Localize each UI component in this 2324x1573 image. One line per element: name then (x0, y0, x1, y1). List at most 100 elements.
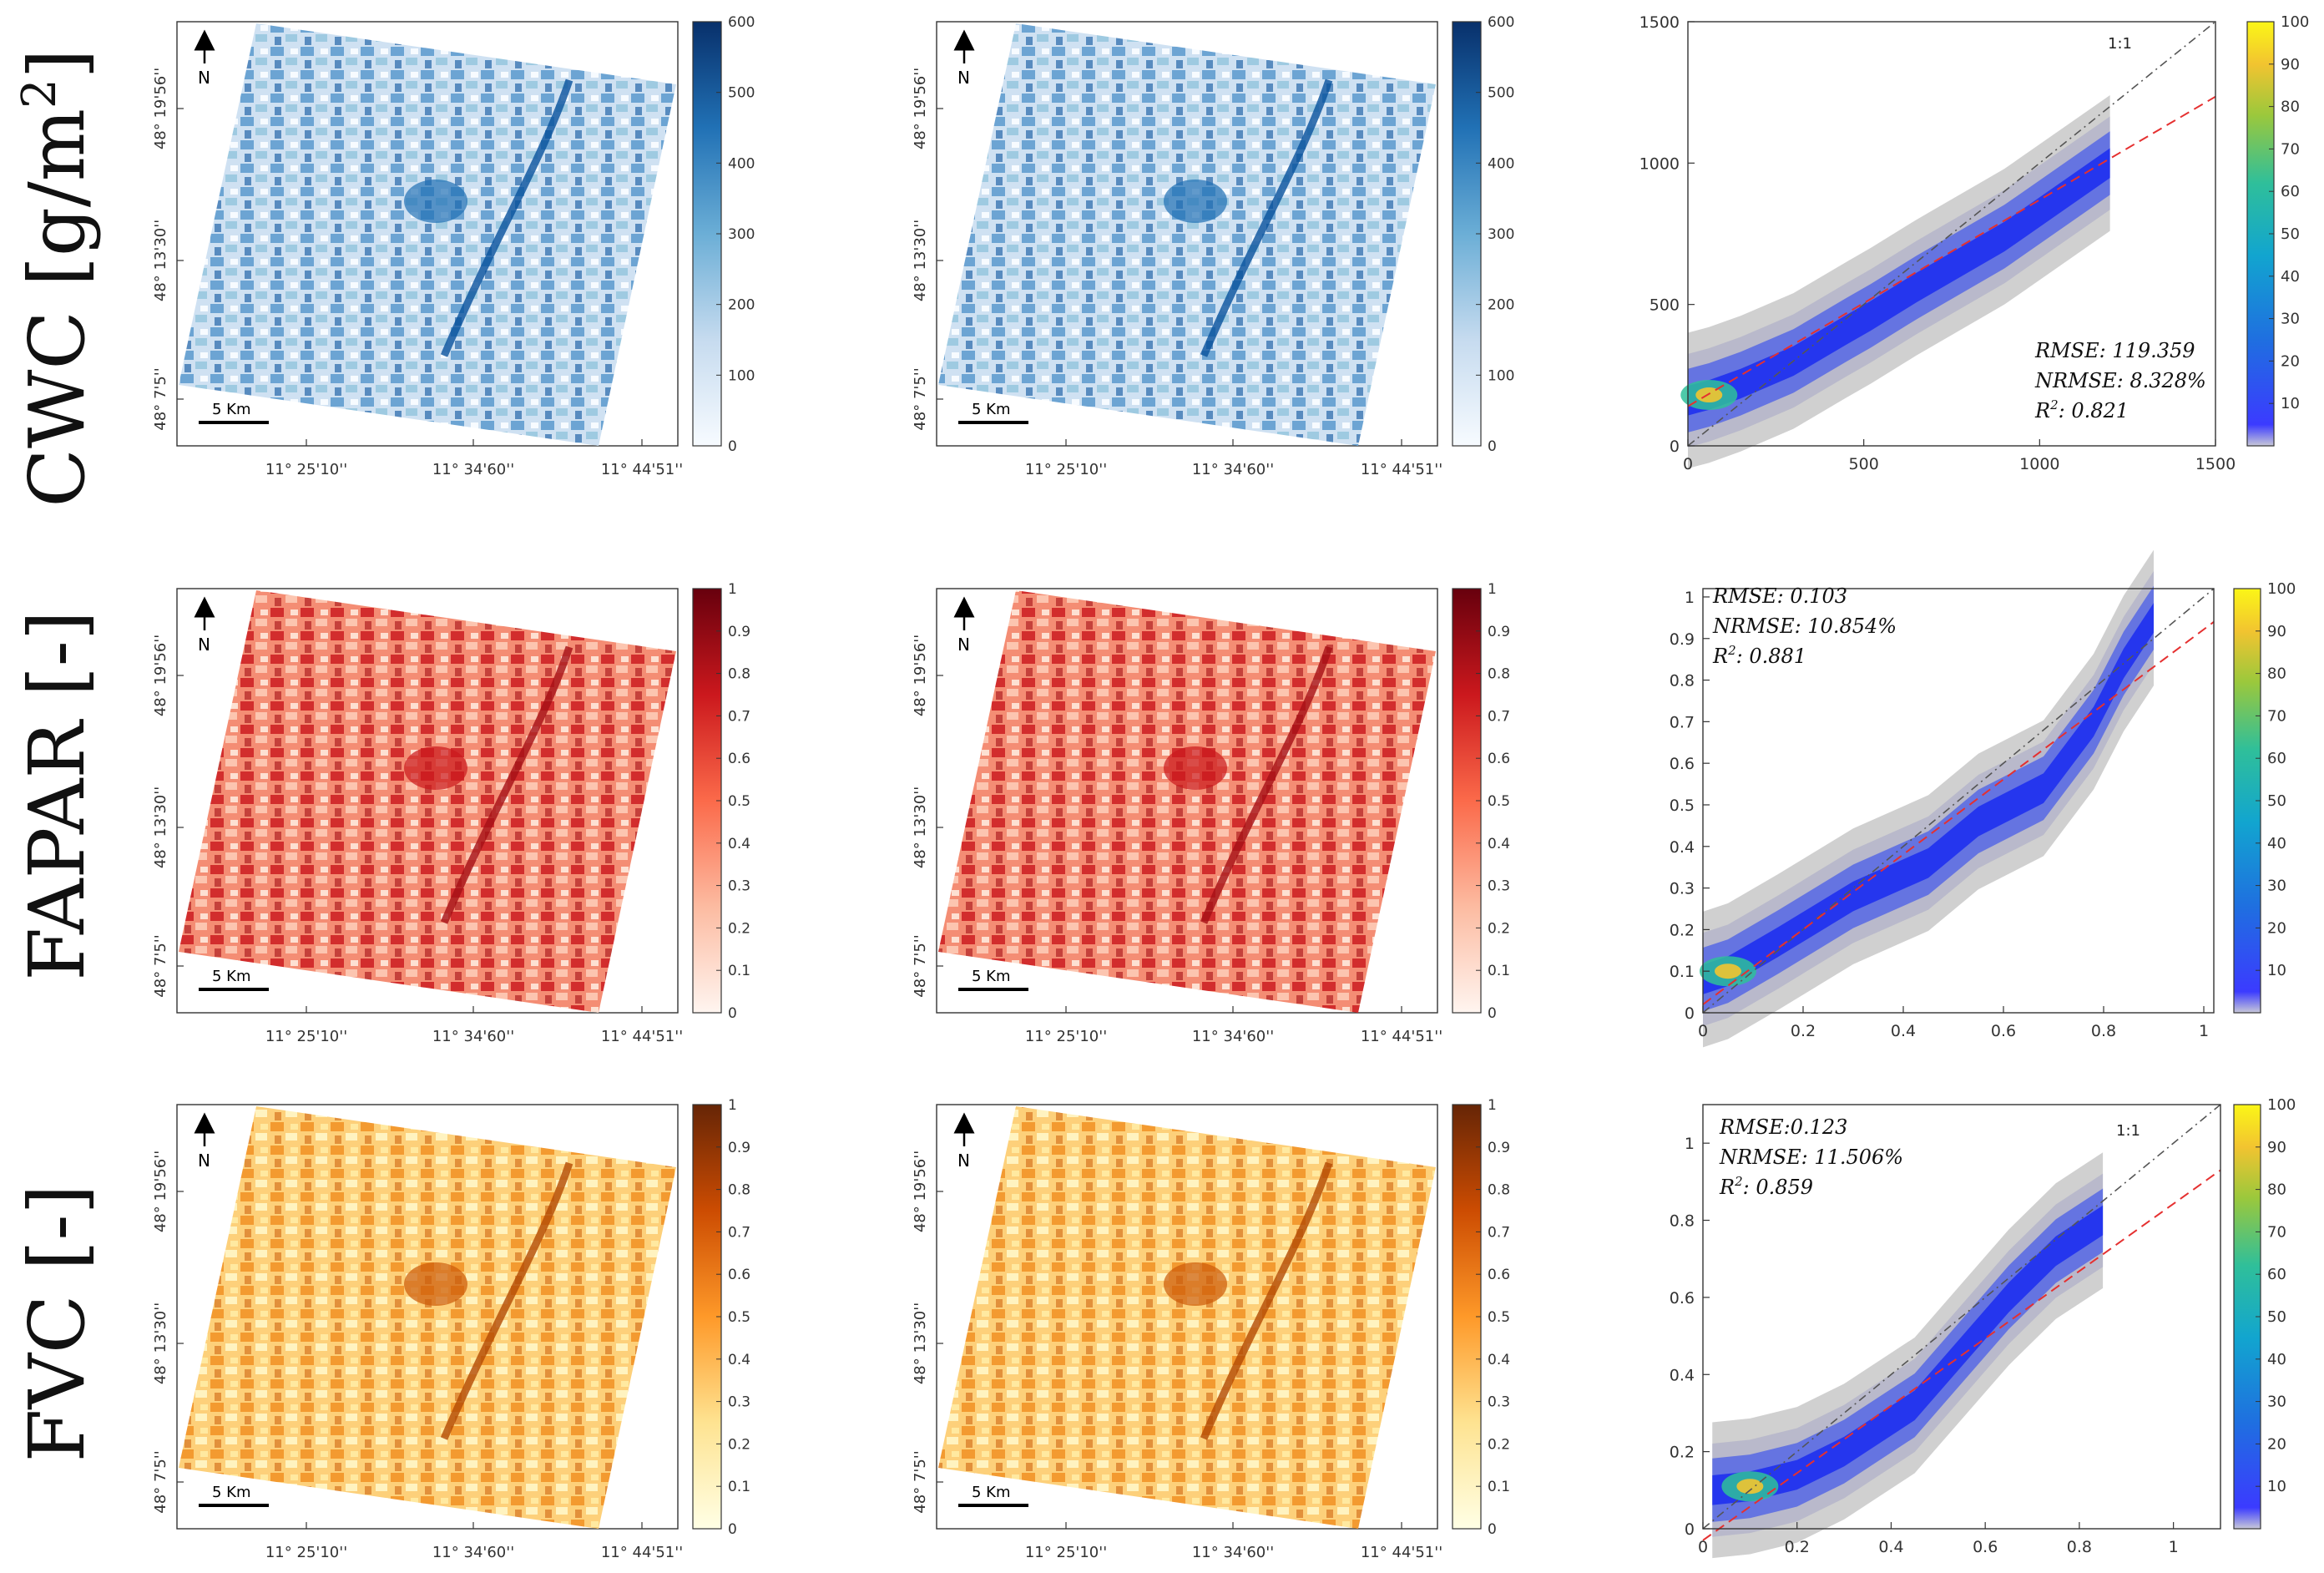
lat-tick-label: 48° 7'5'' (152, 1450, 169, 1513)
scale-label: 5 Km (212, 968, 251, 985)
density-colorbar-tick-label: 100 (2281, 13, 2309, 31)
x-tick-label: 0.4 (1878, 1538, 1903, 1556)
identity-line (1702, 588, 2215, 1014)
lat-tick-label: 48° 19'56'' (912, 68, 929, 149)
colorbar-tick-label: 0.4 (1488, 1352, 1510, 1368)
density-colorbar-tick-label: 60 (2267, 750, 2286, 767)
colorbar-tick-label: 0.9 (1488, 624, 1510, 640)
density-colorbar-tick-label: 80 (2267, 1181, 2286, 1199)
north-label: N (198, 68, 210, 88)
density-colorbar-tick-label: 100 (2267, 580, 2296, 598)
density-colorbar-tick-label: 40 (2267, 1351, 2286, 1368)
colorbar-tick-label: 0.5 (728, 1309, 750, 1326)
map-panel-1-0: N 5 Km 11° 25'10'' 11° 34'60'' 11° 44'51'' 48… (152, 581, 750, 1045)
density-colorbar-tick-label: 50 (2267, 1308, 2286, 1326)
lon-tick-label: 11° 25'10'' (265, 1028, 347, 1045)
lat-tick-label: 48° 7'5'' (912, 367, 929, 430)
lat-tick-label: 48° 19'56'' (152, 635, 169, 716)
x-tick-label: 500 (1849, 455, 1879, 473)
colorbar-tick-label: 0.3 (728, 1394, 750, 1411)
colorbar-tick-label: 100 (728, 367, 755, 384)
scatter-panel-cwc: 0 500 1000 1500 0 500 1000 1500 1:1 RMSE: 119.359… (1639, 13, 2310, 473)
density-colorbar-tick-label: 90 (2281, 56, 2300, 73)
stat-nrmse: NRMSE: 10.854% (1712, 615, 1897, 638)
colorbar-tick-label: 200 (728, 297, 755, 314)
plot-frame (1687, 21, 2216, 447)
colorbar-tick-label: 0.6 (728, 1267, 750, 1283)
colorbar-tick-label: 0 (728, 1005, 737, 1022)
lon-tick-label: 11° 25'10'' (265, 1544, 347, 1561)
colorbar-tick-label: 0.4 (1488, 836, 1510, 852)
north-label: N (198, 635, 210, 655)
scale-label: 5 Km (212, 401, 251, 418)
lat-tick-label: 48° 13'30'' (152, 786, 169, 868)
map-panel-2-1: N 5 Km 11° 25'10'' 11° 34'60'' 11° 44'51'' 48… (912, 1097, 1510, 1561)
stat-rmse: RMSE: 119.359 (2034, 339, 2195, 362)
x-tick-label: 0 (1698, 1022, 1708, 1040)
y-tick-label: 0.1 (1670, 963, 1695, 981)
identity-label: 1:1 (2116, 1122, 2140, 1140)
density-colorbar-tick-label: 20 (2267, 1435, 2286, 1453)
stat-r2-value: : 0.859 (1743, 1176, 1813, 1199)
stat-r2-symbol: R (2034, 399, 2050, 422)
density-colorbar-tick-label: 60 (2267, 1266, 2286, 1283)
y-tick-label: 0.8 (1670, 672, 1695, 690)
map-feature (1164, 746, 1227, 790)
colorbar-tick-label: 300 (728, 226, 755, 243)
colorbar-tick-label: 0.8 (728, 1182, 750, 1199)
x-tick-label: 0 (1683, 455, 1693, 473)
density-colorbar-tick-label: 30 (2267, 878, 2286, 895)
colorbar-tick-label: 100 (1488, 367, 1514, 384)
colorbar-tick-label: 0.3 (728, 878, 750, 895)
stat-r2-superscript: 2 (2049, 397, 2059, 412)
lon-tick-label: 11° 25'10'' (1025, 1544, 1107, 1561)
colorbar-tick-label: 0.7 (1488, 708, 1510, 725)
plot-frame (1702, 588, 2215, 1014)
identity-label: 1:1 (2108, 35, 2132, 53)
map-feature (404, 180, 467, 223)
density-colorbar-tick-label: 20 (2281, 352, 2300, 370)
density-colorbar-tick-label: 90 (2267, 1139, 2286, 1156)
density-colorbar-tick-label: 90 (2267, 623, 2286, 640)
colorbar-tick-label: 200 (1488, 297, 1514, 314)
row-label-fapar: FAPAR [-] (13, 610, 102, 981)
colorbar-tick-label: 0.9 (728, 624, 750, 640)
map-image (179, 1106, 676, 1529)
colorbar-tick-label: 0 (1488, 438, 1497, 455)
map-panel-0-1: N 5 Km 11° 25'10'' 11° 34'60'' 11° 44'51'' 48… (912, 14, 1514, 478)
map-image (938, 23, 1436, 446)
colorbar-tick-label: 0.8 (728, 666, 750, 683)
lat-tick-label: 48° 7'5'' (152, 934, 169, 997)
colorbar-tick-label: 0.9 (728, 1140, 750, 1156)
map-image (179, 23, 676, 446)
map-image (938, 1106, 1436, 1529)
scale-label: 5 Km (212, 1484, 251, 1501)
scale-label: 5 Km (972, 1484, 1011, 1501)
scale-label: 5 Km (972, 401, 1011, 418)
colorbar-tick-label: 600 (1488, 14, 1514, 31)
map-feature (1164, 180, 1227, 223)
colorbar-tick-label: 1 (728, 1097, 737, 1114)
colorbar-tick-label: 0.9 (1488, 1140, 1510, 1156)
fit-line (1702, 621, 2215, 1005)
lon-tick-label: 11° 44'51'' (1361, 1028, 1442, 1045)
lat-tick-label: 48° 7'5'' (912, 1450, 929, 1513)
colorbar-tick-label: 0.6 (728, 751, 750, 767)
colorbar-tick-label: 600 (728, 14, 755, 31)
density-colorbar-tick-label: 40 (2267, 835, 2286, 852)
row-labels: CWC [g/m2] FAPAR [-] FVC [-] (13, 48, 102, 1462)
lat-tick-label: 48° 7'5'' (912, 934, 929, 997)
stat-r2-symbol: R (1712, 645, 1728, 668)
map-river (440, 645, 573, 924)
x-tick-label: 0 (1698, 1538, 1708, 1556)
density-colorbar-tick-label: 60 (2281, 183, 2300, 200)
lat-tick-label: 48° 19'56'' (152, 1151, 169, 1232)
x-tick-label: 0.2 (1785, 1538, 1810, 1556)
row-label-fvc: FVC [-] (13, 1185, 102, 1463)
colorbar-tick-label: 500 (728, 85, 755, 102)
fit-line (1687, 95, 2216, 407)
stat-rmse: RMSE: 0.103 (1712, 584, 1847, 608)
lat-tick-label: 48° 13'30'' (152, 220, 169, 301)
stat-r2: R2: 0.881 (1712, 643, 1806, 668)
